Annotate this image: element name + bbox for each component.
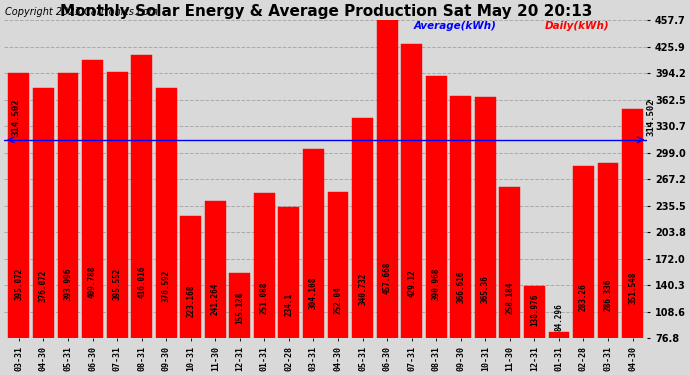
Bar (500, 187, 520, 375)
Text: 84.296: 84.296 (555, 303, 564, 331)
Text: 395.552: 395.552 (112, 267, 121, 300)
Bar (573, 166, 594, 375)
Text: 365.36: 365.36 (481, 275, 490, 303)
Text: 241.264: 241.264 (210, 283, 220, 315)
Bar (303, 148, 324, 375)
Text: 457.668: 457.668 (383, 261, 392, 294)
Bar (205, 201, 226, 375)
Bar (622, 109, 643, 375)
Text: 351.548: 351.548 (628, 272, 637, 304)
Text: 390.968: 390.968 (432, 268, 441, 300)
Bar (279, 207, 299, 375)
Text: 376.592: 376.592 (161, 270, 170, 302)
Bar (426, 76, 446, 375)
Text: 252.04: 252.04 (333, 286, 342, 314)
Bar (598, 164, 618, 375)
Bar (549, 332, 569, 375)
Text: 223.168: 223.168 (186, 285, 195, 317)
Text: 416.016: 416.016 (137, 266, 146, 298)
Bar (180, 216, 201, 375)
Bar (8, 73, 30, 375)
Text: 409.788: 409.788 (88, 266, 97, 298)
Bar (352, 118, 373, 375)
Text: 376.072: 376.072 (39, 270, 48, 302)
Text: 283.26: 283.26 (579, 284, 588, 311)
Text: 429.12: 429.12 (407, 269, 416, 297)
Bar (33, 88, 54, 375)
Bar (156, 88, 177, 375)
Text: 314.502: 314.502 (12, 99, 21, 136)
Text: 138.976: 138.976 (530, 293, 539, 326)
Bar (328, 192, 348, 375)
Text: 304.108: 304.108 (309, 277, 318, 309)
Bar (82, 60, 103, 375)
Bar (401, 44, 422, 375)
Text: 258.184: 258.184 (505, 281, 514, 314)
Bar (57, 74, 79, 375)
Text: 251.088: 251.088 (260, 282, 269, 314)
Text: Daily(kWh): Daily(kWh) (545, 21, 610, 31)
Text: Copyright 2023 Cartronics.com: Copyright 2023 Cartronics.com (6, 7, 159, 17)
Bar (524, 286, 545, 375)
Text: 393.996: 393.996 (63, 268, 72, 300)
Text: 155.128: 155.128 (235, 292, 244, 324)
Bar (229, 273, 250, 375)
Text: 286.336: 286.336 (604, 279, 613, 311)
Bar (254, 193, 275, 375)
Bar (377, 20, 397, 375)
Text: 340.732: 340.732 (358, 273, 367, 305)
Text: 395.072: 395.072 (14, 268, 23, 300)
Text: 314.502: 314.502 (646, 99, 655, 136)
Bar (451, 96, 471, 375)
Text: 234.1: 234.1 (284, 293, 293, 316)
Bar (131, 55, 152, 375)
Bar (475, 98, 495, 375)
Text: 366.616: 366.616 (456, 270, 465, 303)
Text: Average(kWh): Average(kWh) (414, 21, 497, 31)
Title: Monthly Solar Energy & Average Production Sat May 20 20:13: Monthly Solar Energy & Average Productio… (59, 4, 592, 19)
Bar (107, 72, 128, 375)
